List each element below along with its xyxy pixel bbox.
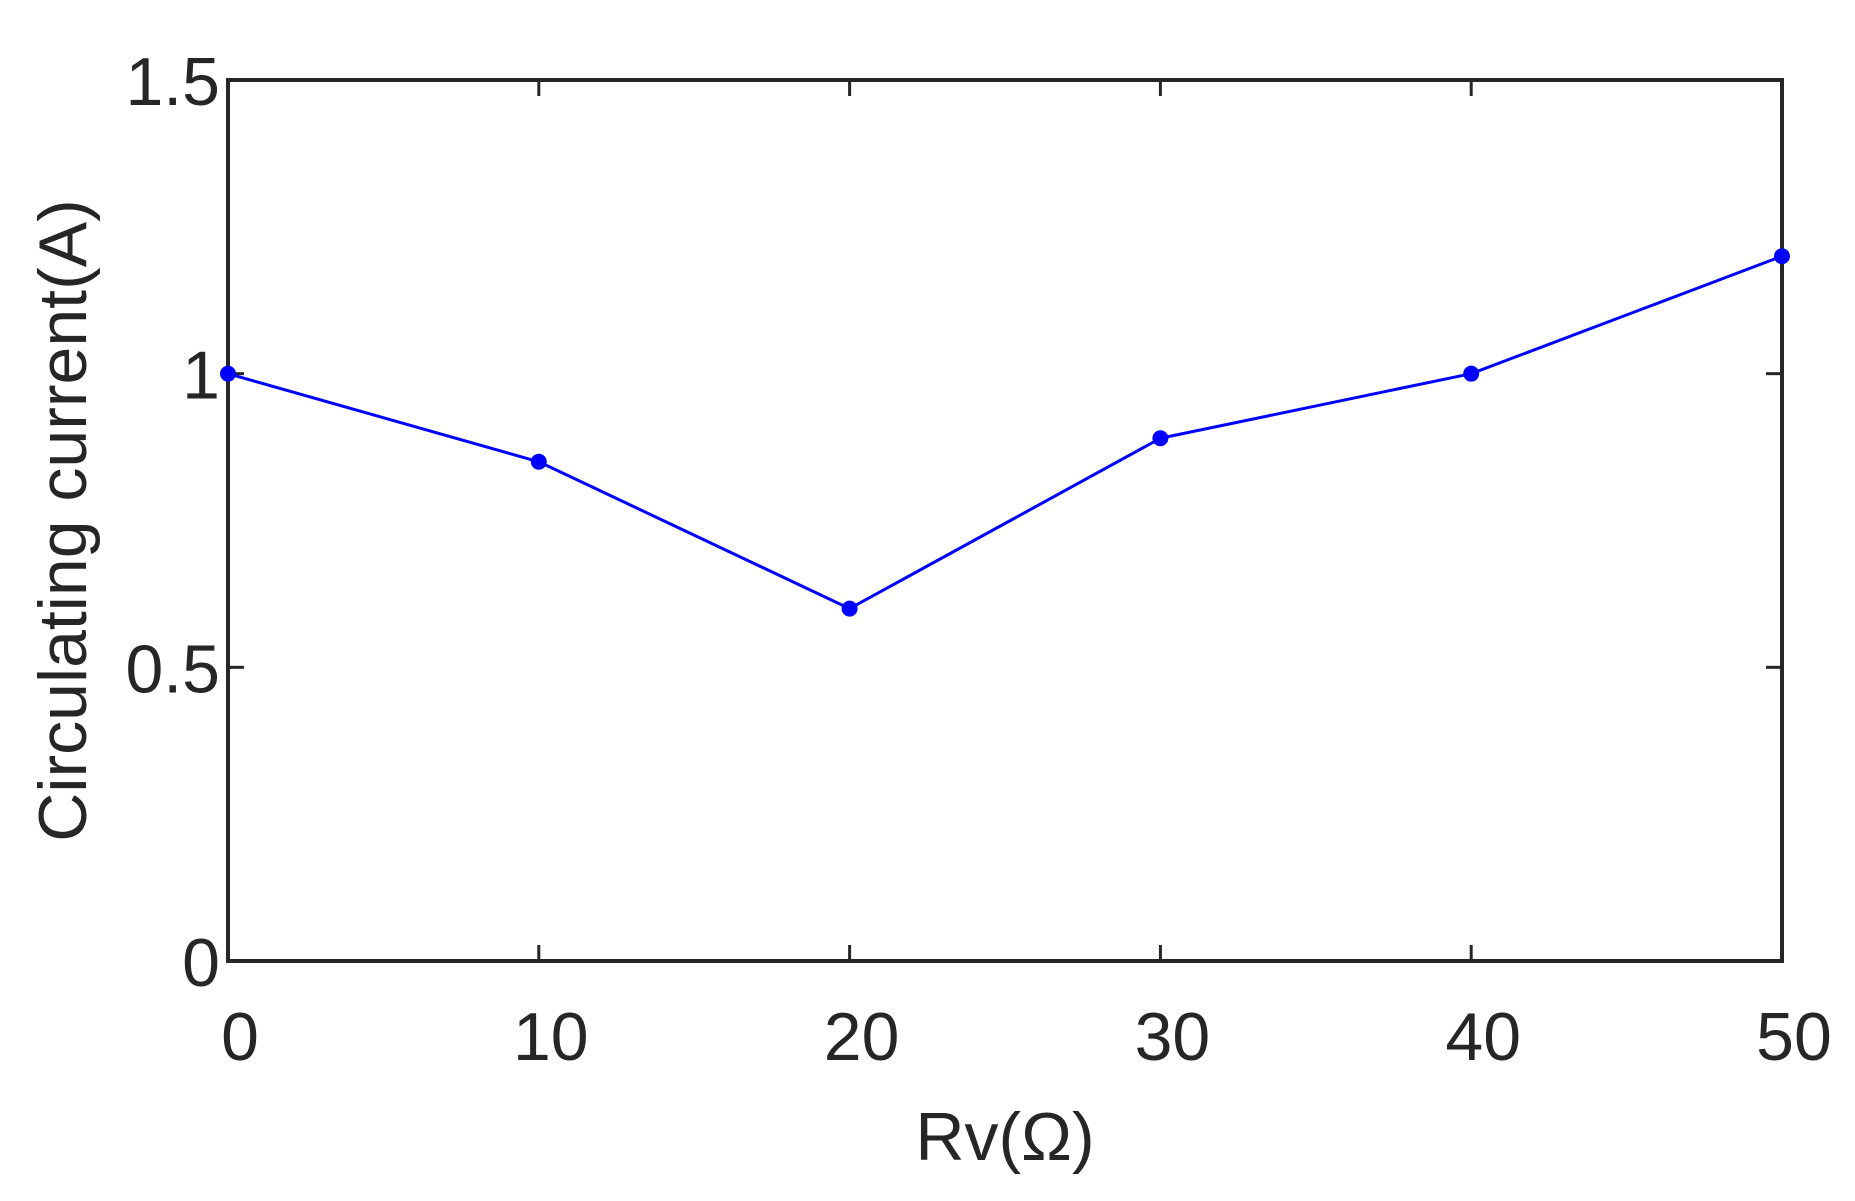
axis-tick-labels: 0 10 20 30 40 50 0 0.5 1 1.5 [125,44,1831,1075]
y-tick-label: 1.5 [125,44,220,120]
x-axis-label: Rv(Ω) [915,1099,1094,1175]
plot-area-frame [226,78,1784,963]
x-tick-label: 30 [1135,999,1211,1075]
y-axis-label: Circulating current(A) [25,199,101,841]
data-point-marker [1774,248,1790,265]
y-tick-label: 0 [182,925,220,1001]
data-series [220,248,1790,617]
x-tick-label: 10 [513,999,589,1075]
x-tick-label: 20 [824,999,900,1075]
y-tick-label: 0.5 [125,631,220,707]
x-tick-label: 0 [221,999,259,1075]
x-tick-label: 40 [1445,999,1521,1075]
data-point-marker [1152,430,1169,447]
data-point-marker [220,365,236,382]
y-tick-label: 1 [182,338,220,414]
data-point-marker [530,453,547,470]
x-tick-label: 50 [1756,999,1832,1075]
data-point-marker [1463,365,1480,382]
series-line [227,254,1783,611]
data-point-marker [841,600,858,617]
